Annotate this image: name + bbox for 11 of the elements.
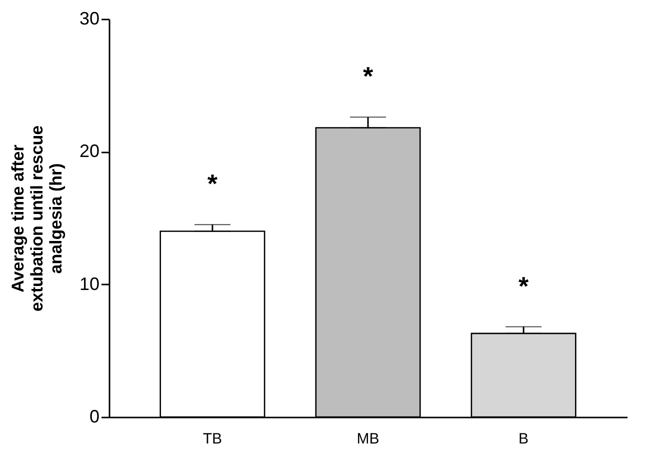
y-axis-title: Average time after extubation until rescue analgesia (hr) <box>8 125 66 312</box>
y-tick-label: 10 <box>79 274 100 294</box>
x-tick-label: B <box>518 430 529 448</box>
y-tick-label: 20 <box>79 141 100 162</box>
x-tick-label: MB <box>356 430 380 448</box>
annotation: * <box>362 61 374 92</box>
y-tick-label: 0 <box>89 406 100 426</box>
y-tick-label: 30 <box>79 8 100 28</box>
x-tick-label: TB <box>202 430 222 448</box>
annotation: * <box>518 270 530 301</box>
annotation: * <box>207 168 218 199</box>
